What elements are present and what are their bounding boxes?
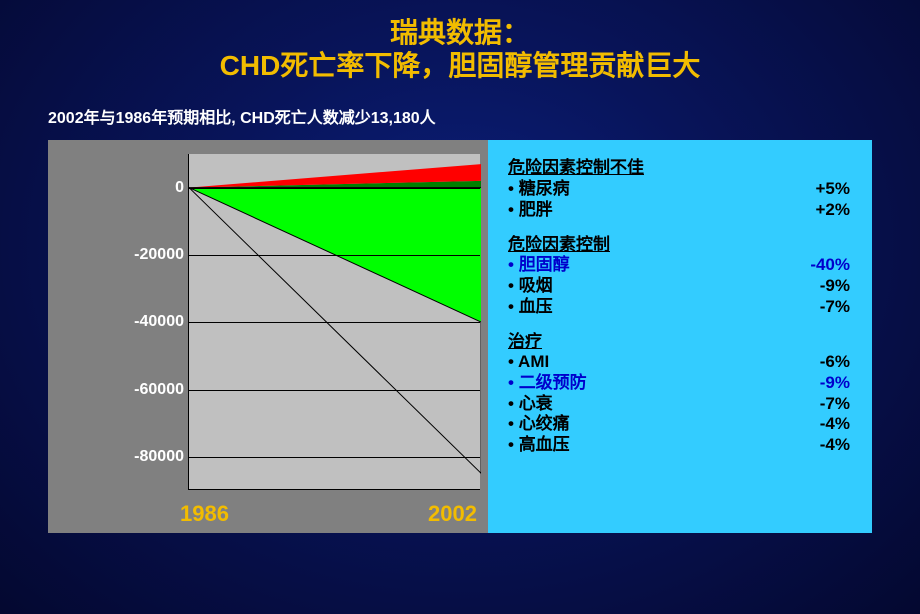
legend-label: 血压 xyxy=(508,297,553,318)
grid-line xyxy=(189,457,480,458)
legend-panel: 危险因素控制不佳糖尿病 +5% 肥胖 +2% 危险因素控制胆固醇 -40% 吸烟 -9% 血压 -… xyxy=(488,140,872,533)
legend-row: 心衰 -7% xyxy=(508,394,850,415)
grid-line xyxy=(189,390,480,391)
legend-label: 肥胖 xyxy=(508,200,553,221)
title-line-1: 瑞典数据： xyxy=(0,18,920,49)
legend-value: -9% xyxy=(820,276,850,297)
plot-area xyxy=(188,154,480,490)
legend-group-title: 危险因素控制 xyxy=(508,235,850,256)
y-tick-label: -80000 xyxy=(64,448,184,466)
x-label-end: 2002 xyxy=(428,501,477,527)
legend-label: AMI xyxy=(508,352,549,373)
legend-value: +2% xyxy=(816,200,851,221)
grid-line xyxy=(189,255,480,256)
legend-label: 心衰 xyxy=(508,394,553,415)
chart-panel: 1986 2002 0 -20000 -40000 -60000 -80000 xyxy=(48,140,488,533)
grid-line xyxy=(189,322,480,323)
y-tick-label: -20000 xyxy=(64,246,184,264)
legend-row: 胆固醇 -40% xyxy=(508,255,850,276)
content-row: 1986 2002 0 -20000 -40000 -60000 -80000 危险因素… xyxy=(0,140,920,533)
legend-label: 二级预防 xyxy=(508,373,587,394)
slide-title: 瑞典数据： CHD死亡率下降，胆固醇管理贡献巨大 xyxy=(0,0,920,82)
legend-value: -4% xyxy=(820,435,850,456)
y-tick-label: -40000 xyxy=(64,313,184,331)
legend-value: -6% xyxy=(820,352,850,373)
legend-row: 二级预防 -9% xyxy=(508,373,850,394)
y-tick-label: -60000 xyxy=(64,381,184,399)
legend-row: 高血压 -4% xyxy=(508,435,850,456)
x-label-start: 1986 xyxy=(180,501,229,527)
legend-row: AMI -6% xyxy=(508,352,850,373)
legend-value: +5% xyxy=(816,179,851,200)
legend-label: 胆固醇 xyxy=(508,255,570,276)
legend-row: 肥胖 +2% xyxy=(508,200,850,221)
legend-row: 血压 -7% xyxy=(508,297,850,318)
legend-row: 吸烟 -9% xyxy=(508,276,850,297)
legend-group-title: 治疗 xyxy=(508,332,850,353)
legend-label: 糖尿病 xyxy=(508,179,570,200)
y-tick-label: 0 xyxy=(64,179,184,197)
legend-label: 高血压 xyxy=(508,435,570,456)
legend-value: -7% xyxy=(820,394,850,415)
legend-value: -7% xyxy=(820,297,850,318)
title-line-2: CHD死亡率下降，胆固醇管理贡献巨大 xyxy=(0,49,920,83)
grid-line xyxy=(189,188,480,189)
legend-row: 糖尿病 +5% xyxy=(508,179,850,200)
legend-value: -40% xyxy=(810,255,850,276)
legend-label: 心绞痛 xyxy=(508,414,570,435)
legend-group-title: 危险因素控制不佳 xyxy=(508,158,850,179)
legend-value: -9% xyxy=(820,373,850,394)
legend-label: 吸烟 xyxy=(508,276,553,297)
subtitle-text: 2002年与1986年预期相比, CHD死亡人数减少13,180人 xyxy=(0,82,920,140)
legend-row: 心绞痛 -4% xyxy=(508,414,850,435)
legend-value: -4% xyxy=(820,414,850,435)
